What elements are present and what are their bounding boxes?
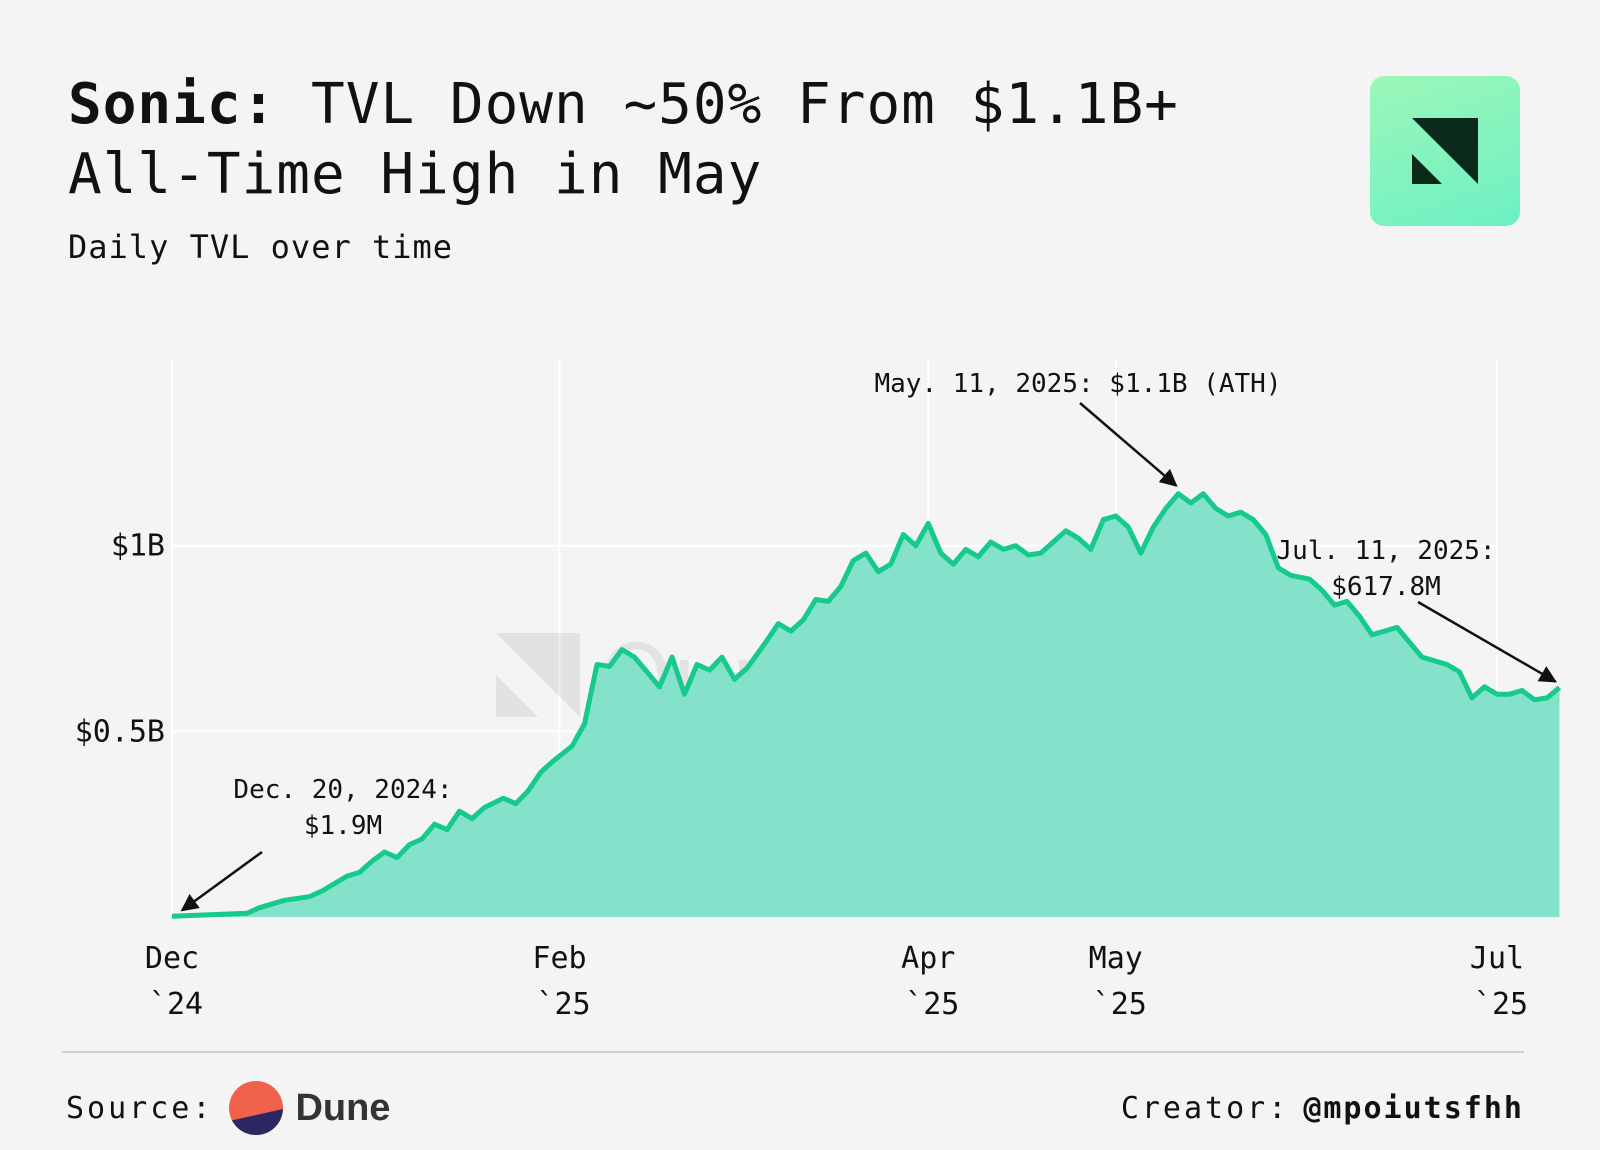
source-name[interactable]: Dune — [295, 1086, 391, 1129]
x-tick-label: Dec — [145, 941, 199, 976]
chart-subtitle: Daily TVL over time — [68, 228, 454, 266]
creator-label: Creator: — [1120, 1090, 1290, 1126]
creator-credit: Creator: @mpoiutsfhh — [1121, 1078, 1524, 1138]
annotation-arrow — [1417, 600, 1558, 683]
annotation-label: Jul. 11, 2025: — [1276, 536, 1495, 566]
footer-divider — [62, 1051, 1524, 1053]
tvl-area-fill — [172, 493, 1560, 917]
y-tick-label: $1B — [111, 529, 165, 564]
watermark-logo-bottom — [496, 675, 538, 717]
y-tick-label: $0.5B — [75, 714, 165, 749]
x-tick-label: `25 — [1093, 987, 1147, 1022]
source-credit: Source: Dune — [66, 1078, 390, 1138]
ournetwork-logo-icon — [1370, 76, 1520, 226]
x-tick-label: May — [1089, 941, 1143, 976]
x-tick-label: `25 — [905, 987, 959, 1022]
annotation-label: $617.8M — [1331, 572, 1441, 602]
x-tick-label: `24 — [149, 987, 203, 1022]
chart-title-rest: TVL Down ~50% From $1.1B+ All-Time High … — [68, 72, 1179, 207]
annotation-label: $1.9M — [304, 811, 382, 841]
x-tick-label: Feb — [532, 941, 586, 976]
chart-title: Sonic: TVL Down ~50% From $1.1B+ All-Tim… — [68, 70, 1298, 210]
x-tick-label: `25 — [1474, 987, 1528, 1022]
annotation-label: May. 11, 2025: $1.1B (ATH) — [875, 369, 1282, 399]
x-tick-label: Apr — [901, 941, 955, 976]
source-label: Source: — [66, 1090, 214, 1126]
logo-mark-top — [1412, 118, 1478, 184]
tvl-area-chart: OurNetwork$0.5B$1BDec`24Feb`25Apr`25May`… — [75, 360, 1562, 1022]
creator-handle[interactable]: @mpoiutsfhh — [1303, 1090, 1524, 1126]
x-tick-label: `25 — [536, 987, 590, 1022]
chart-title-lead: Sonic: — [68, 72, 277, 137]
annotation-label: Dec. 20, 2024: — [233, 775, 452, 805]
dune-logo-icon — [229, 1081, 284, 1135]
annotation-arrow — [180, 850, 263, 912]
x-tick-label: Jul — [1470, 941, 1524, 976]
annotation-arrow — [1079, 402, 1178, 487]
watermark-logo-top — [496, 633, 580, 717]
tvl-series-line — [171, 491, 1562, 919]
logo-mark-bottom — [1412, 154, 1442, 184]
